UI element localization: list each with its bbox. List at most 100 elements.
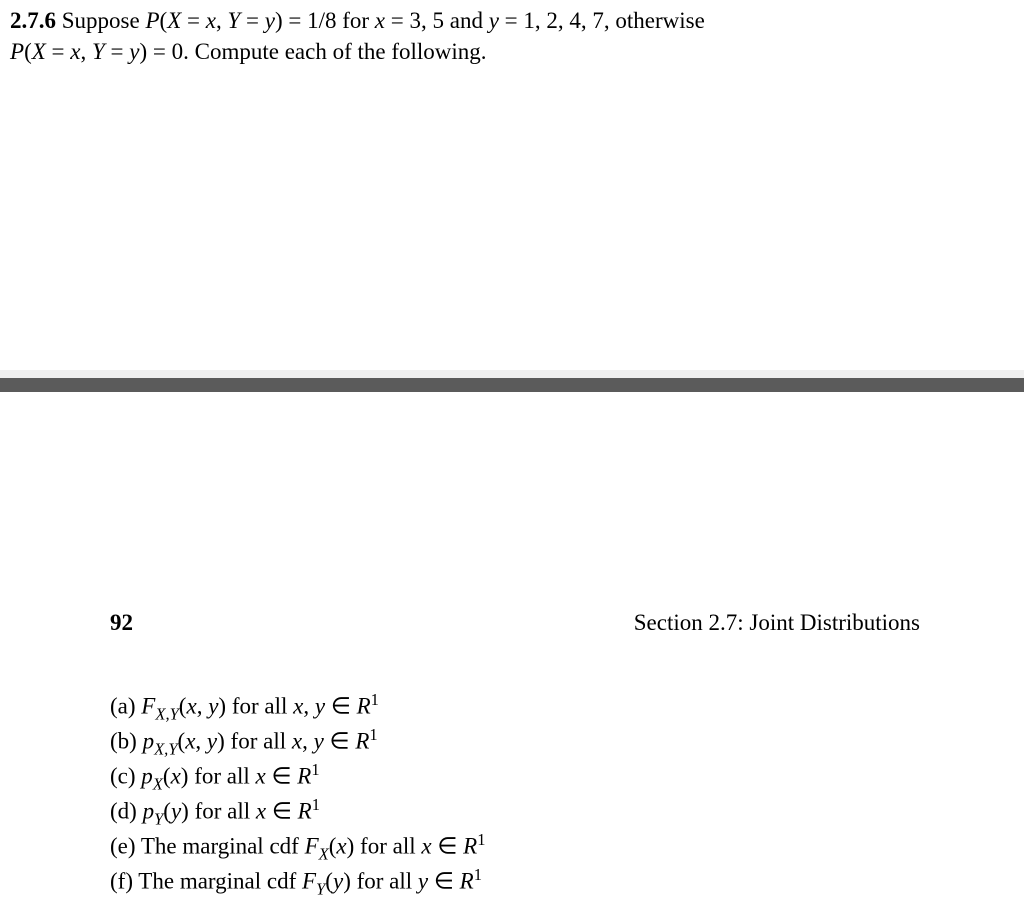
text: ) for all xyxy=(181,799,256,824)
superscript: 1 xyxy=(311,760,319,779)
problem-number: 2.7.6 xyxy=(10,8,56,33)
text: y xyxy=(129,39,139,64)
label: (f) The marginal cdf xyxy=(110,868,302,893)
text: x xyxy=(206,8,216,33)
text: X xyxy=(32,39,46,64)
text: x xyxy=(292,729,302,754)
text: P xyxy=(10,39,24,64)
text: F xyxy=(305,833,319,858)
text: y xyxy=(265,8,275,33)
text: ∈ xyxy=(428,868,460,893)
text: , xyxy=(81,39,93,64)
part-d: (d) pY(y) for all x ∈ R1 xyxy=(110,795,485,830)
text: R xyxy=(357,694,371,719)
text: , xyxy=(303,694,315,719)
text: = 1, 2, 4, 7, otherwise xyxy=(499,8,705,33)
text: F xyxy=(302,868,316,893)
text: = xyxy=(46,39,70,64)
part-f: (f) The marginal cdf FY(y) for all y ∈ R… xyxy=(110,865,485,900)
text: y xyxy=(207,729,217,754)
label: (e) The marginal cdf xyxy=(110,833,305,858)
text: x xyxy=(185,729,195,754)
text: y xyxy=(314,729,324,754)
text: x xyxy=(375,8,385,33)
superscript: 1 xyxy=(312,795,320,814)
page-header: 92 Section 2.7: Joint Distributions xyxy=(110,610,920,636)
text: x xyxy=(70,39,80,64)
text: ∈ xyxy=(324,729,356,754)
text: ) for all xyxy=(218,694,293,719)
text: X xyxy=(167,8,181,33)
part-c: (c) pX(x) for all x ∈ R1 xyxy=(110,760,485,795)
text: Y xyxy=(227,8,240,33)
text: p xyxy=(143,729,155,754)
text: ) for all xyxy=(343,868,418,893)
text: , xyxy=(195,729,207,754)
subscript: Y xyxy=(154,809,163,828)
label: (a) xyxy=(110,694,141,719)
text: ∈ xyxy=(432,833,464,858)
problem-parts-list: (a) FX,Y(x, y) for all x, y ∈ R1 (b) pX,… xyxy=(110,690,485,900)
subscript: X xyxy=(153,774,163,793)
text: ( xyxy=(163,799,171,824)
text: ∈ xyxy=(266,764,298,789)
text: Y xyxy=(92,39,105,64)
text: = xyxy=(181,8,205,33)
superscript: 1 xyxy=(371,690,379,709)
text: R xyxy=(355,729,369,754)
label: (b) xyxy=(110,729,143,754)
text: , xyxy=(216,8,228,33)
superscript: 1 xyxy=(369,725,377,744)
text: ) for all xyxy=(181,764,256,789)
superscript: 1 xyxy=(474,865,482,884)
text: x xyxy=(336,833,346,858)
text: p xyxy=(141,764,153,789)
text: p xyxy=(143,799,155,824)
separator-light xyxy=(0,370,1024,378)
text: ∈ xyxy=(266,799,298,824)
text: y xyxy=(208,694,218,719)
part-a: (a) FX,Y(x, y) for all x, y ∈ R1 xyxy=(110,690,485,725)
separator-dark xyxy=(0,378,1024,392)
text: F xyxy=(141,694,155,719)
text: x xyxy=(421,833,431,858)
text: R xyxy=(460,868,474,893)
text: y xyxy=(171,799,181,824)
text: x xyxy=(293,694,303,719)
text: y xyxy=(418,868,428,893)
text: ( xyxy=(325,868,333,893)
text: x xyxy=(256,764,266,789)
page-separator xyxy=(0,370,1024,392)
text: x xyxy=(256,799,266,824)
text: ) for all xyxy=(217,729,292,754)
subscript: Y xyxy=(316,879,325,898)
text: Suppose xyxy=(62,8,146,33)
text: y xyxy=(333,868,343,893)
part-e: (e) The marginal cdf FX(x) for all x ∈ R… xyxy=(110,830,485,865)
problem-statement: 2.7.6 Suppose P(X = x, Y = y) = 1/8 for … xyxy=(0,0,1024,67)
text: ( xyxy=(163,764,171,789)
text: R xyxy=(298,799,312,824)
section-title: Section 2.7: Joint Distributions xyxy=(634,610,920,636)
text: ( xyxy=(24,39,32,64)
text: ) = 1/8 for xyxy=(275,8,375,33)
text: ) = 0. Compute each of the following. xyxy=(140,39,487,64)
text: ∈ xyxy=(325,694,357,719)
text: = xyxy=(240,8,264,33)
text: , xyxy=(197,694,209,719)
text: = xyxy=(105,39,129,64)
label: (d) xyxy=(110,799,143,824)
text: = 3, 5 and xyxy=(385,8,489,33)
text: ) for all xyxy=(347,833,422,858)
text: P xyxy=(145,8,159,33)
text: y xyxy=(489,8,499,33)
subscript: X xyxy=(319,844,329,863)
label: (c) xyxy=(110,764,141,789)
superscript: 1 xyxy=(477,830,485,849)
text: x xyxy=(171,764,181,789)
part-b: (b) pX,Y(x, y) for all x, y ∈ R1 xyxy=(110,725,485,760)
text: R xyxy=(297,764,311,789)
text: R xyxy=(463,833,477,858)
text: x xyxy=(186,694,196,719)
page-number: 92 xyxy=(110,610,133,636)
